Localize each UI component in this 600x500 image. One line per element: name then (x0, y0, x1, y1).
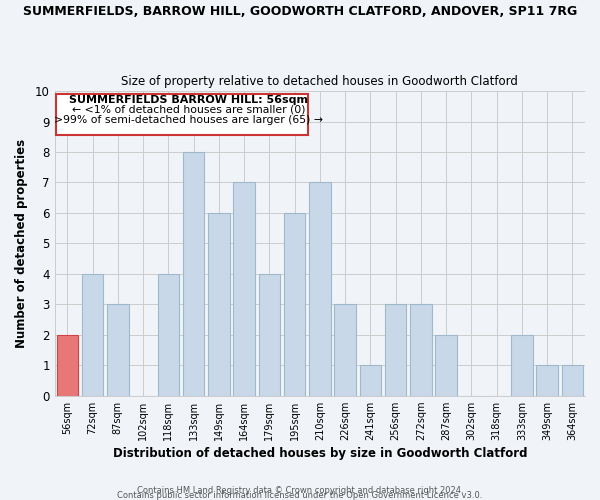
Bar (562, 365, 583, 396)
Text: SUMMERFIELDS, BARROW HILL, GOODWORTH CLATFORD, ANDOVER, SP11 7RG: SUMMERFIELDS, BARROW HILL, GOODWORTH CLA… (23, 5, 577, 18)
Text: >99% of semi-detached houses are larger (65) →: >99% of semi-detached houses are larger … (54, 115, 323, 125)
Bar (158, 274, 179, 396)
Bar (284, 213, 305, 396)
FancyBboxPatch shape (56, 94, 308, 135)
Text: Contains HM Land Registry data © Crown copyright and database right 2024.: Contains HM Land Registry data © Crown c… (137, 486, 463, 495)
Bar (309, 182, 331, 396)
Bar (107, 304, 128, 396)
Bar (334, 304, 356, 396)
Bar (359, 365, 381, 396)
Bar (436, 335, 457, 396)
Bar (511, 335, 533, 396)
Bar (259, 274, 280, 396)
Bar (233, 182, 255, 396)
X-axis label: Distribution of detached houses by size in Goodworth Clatford: Distribution of detached houses by size … (113, 447, 527, 460)
Text: Contains public sector information licensed under the Open Government Licence v3: Contains public sector information licen… (118, 491, 482, 500)
Text: SUMMERFIELDS BARROW HILL: 56sqm: SUMMERFIELDS BARROW HILL: 56sqm (69, 94, 308, 104)
Text: ← <1% of detached houses are smaller (0): ← <1% of detached houses are smaller (0) (72, 105, 305, 115)
Bar (183, 152, 205, 396)
Bar (82, 274, 103, 396)
Y-axis label: Number of detached properties: Number of detached properties (15, 139, 28, 348)
Bar (56, 335, 78, 396)
Bar (208, 213, 230, 396)
Title: Size of property relative to detached houses in Goodworth Clatford: Size of property relative to detached ho… (121, 76, 518, 88)
Bar (385, 304, 406, 396)
Bar (536, 365, 558, 396)
Bar (410, 304, 431, 396)
